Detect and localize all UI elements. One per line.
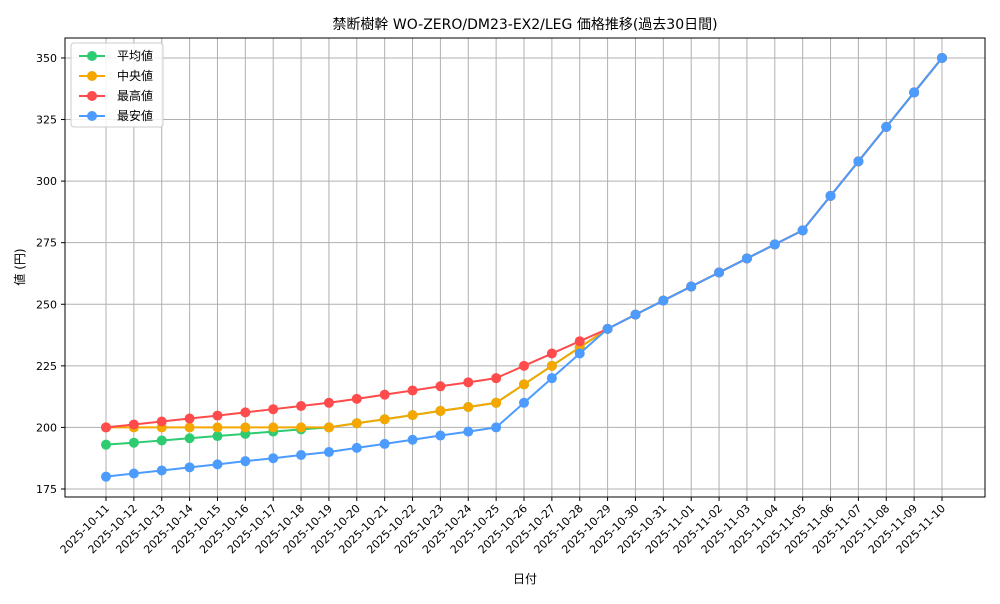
- data-point: [546, 348, 557, 359]
- data-point: [128, 468, 139, 479]
- data-point: [491, 397, 502, 408]
- data-point: [296, 400, 307, 411]
- data-point: [156, 416, 167, 427]
- y-tick-label: 275: [36, 237, 57, 250]
- data-point: [491, 422, 502, 433]
- data-point: [184, 433, 195, 444]
- y-tick-label: 200: [36, 421, 57, 434]
- y-tick-label: 350: [36, 52, 57, 65]
- data-point: [769, 239, 780, 250]
- data-point: [156, 435, 167, 446]
- data-point: [463, 426, 474, 437]
- data-point: [351, 393, 362, 404]
- data-point: [379, 414, 390, 425]
- data-point: [463, 401, 474, 412]
- data-point: [323, 447, 334, 458]
- data-point: [435, 381, 446, 392]
- data-point: [268, 453, 279, 464]
- data-point: [101, 439, 111, 450]
- data-point: [212, 422, 223, 433]
- data-point: [240, 422, 251, 433]
- data-point: [519, 360, 529, 371]
- data-point: [296, 450, 307, 461]
- legend-marker: [87, 71, 97, 81]
- data-point: [240, 407, 251, 418]
- plot-frame: [64, 37, 986, 498]
- y-tick-label: 250: [36, 298, 57, 311]
- legend-box: [70, 42, 164, 128]
- legend-label: 最安値: [117, 108, 153, 123]
- data-point: [351, 418, 362, 429]
- data-point: [212, 459, 223, 470]
- data-point: [463, 377, 474, 388]
- data-point: [491, 373, 502, 384]
- data-point: [546, 360, 557, 371]
- legend-label: 中央値: [117, 68, 153, 83]
- data-point: [268, 404, 279, 415]
- data-point: [379, 438, 390, 449]
- grid: [65, 38, 985, 497]
- chart-title: 禁断樹幹 WO-ZERO/DM23-EX2/LEG 価格推移(過去30日間): [332, 16, 717, 33]
- series-lines: [101, 52, 947, 482]
- legend-marker: [87, 91, 97, 101]
- data-point: [602, 323, 613, 334]
- data-point: [435, 405, 446, 416]
- data-point: [184, 462, 195, 473]
- data-point: [240, 456, 251, 467]
- data-point: [714, 267, 725, 278]
- data-point: [881, 121, 892, 132]
- data-point: [407, 410, 418, 421]
- data-point: [407, 385, 418, 396]
- series-最安値: [101, 52, 947, 482]
- x-axis-label: 日付: [513, 572, 537, 586]
- y-tick-label: 325: [36, 114, 57, 127]
- data-point: [128, 419, 139, 430]
- data-point: [101, 471, 111, 482]
- legend-label: 平均値: [117, 48, 153, 63]
- data-point: [351, 442, 362, 453]
- data-point: [825, 190, 836, 201]
- legend-marker: [87, 111, 97, 121]
- data-point: [407, 434, 418, 445]
- data-point: [519, 379, 529, 390]
- y-tick-label: 300: [36, 175, 57, 188]
- data-point: [435, 430, 446, 441]
- data-point: [658, 295, 669, 306]
- data-point: [323, 397, 334, 408]
- data-point: [909, 87, 920, 98]
- data-point: [797, 225, 808, 236]
- data-point: [519, 397, 529, 408]
- legend-label: 最高値: [117, 88, 153, 103]
- y-tick-label: 225: [36, 360, 57, 373]
- y-axis-label: 値 (円): [12, 248, 27, 285]
- data-point: [184, 413, 195, 424]
- data-point: [128, 437, 139, 448]
- data-point: [741, 253, 752, 264]
- data-point: [296, 422, 307, 433]
- legend-marker: [87, 51, 97, 61]
- data-point: [574, 336, 585, 347]
- data-point: [937, 52, 947, 63]
- data-point: [212, 410, 223, 421]
- data-point: [156, 465, 167, 476]
- data-point: [686, 281, 697, 292]
- data-point: [268, 422, 279, 433]
- data-point: [323, 422, 334, 433]
- data-point: [853, 156, 864, 167]
- data-point: [630, 309, 641, 320]
- data-point: [379, 389, 390, 400]
- data-point: [212, 431, 223, 442]
- data-point: [574, 348, 585, 359]
- data-point: [184, 422, 195, 433]
- y-tick-label: 175: [36, 483, 57, 496]
- data-point: [101, 422, 111, 433]
- data-point: [546, 373, 557, 384]
